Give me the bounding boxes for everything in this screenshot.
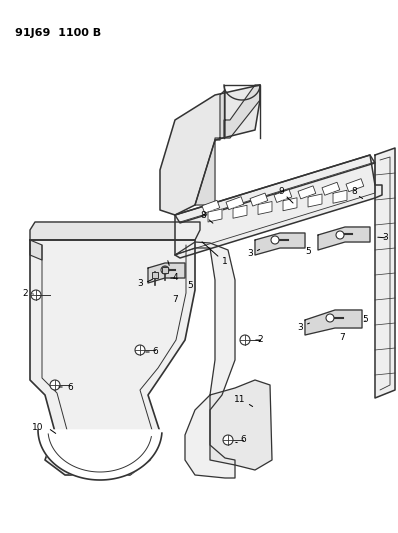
Text: 6: 6 xyxy=(67,383,73,392)
Text: 5: 5 xyxy=(362,316,368,325)
Circle shape xyxy=(326,314,334,322)
Text: 5: 5 xyxy=(187,280,193,289)
Polygon shape xyxy=(210,380,272,470)
Text: 3: 3 xyxy=(137,279,143,287)
Polygon shape xyxy=(38,430,162,480)
Bar xyxy=(322,182,340,195)
Polygon shape xyxy=(305,310,362,335)
Text: 3: 3 xyxy=(297,324,303,333)
Polygon shape xyxy=(195,85,260,205)
Polygon shape xyxy=(30,240,42,260)
Polygon shape xyxy=(308,194,322,207)
Circle shape xyxy=(223,435,233,445)
Circle shape xyxy=(31,290,41,300)
Circle shape xyxy=(240,335,250,345)
Text: 7: 7 xyxy=(172,295,178,304)
Text: 8: 8 xyxy=(351,188,357,197)
Circle shape xyxy=(161,266,169,274)
Text: 3: 3 xyxy=(382,233,388,243)
Bar xyxy=(346,179,364,192)
Text: 9: 9 xyxy=(278,188,284,197)
Polygon shape xyxy=(30,222,200,240)
Bar xyxy=(202,200,220,213)
Polygon shape xyxy=(208,209,222,222)
Bar xyxy=(226,197,244,209)
Polygon shape xyxy=(258,201,272,214)
Polygon shape xyxy=(333,190,347,203)
Text: 5: 5 xyxy=(305,247,311,256)
Text: 11: 11 xyxy=(234,395,246,405)
Circle shape xyxy=(336,231,344,239)
Text: 91J69  1100 B: 91J69 1100 B xyxy=(15,28,101,38)
Text: 1: 1 xyxy=(222,257,228,266)
Polygon shape xyxy=(255,233,305,255)
Bar xyxy=(250,193,268,206)
Text: 8: 8 xyxy=(200,211,206,220)
Text: 4: 4 xyxy=(172,272,178,281)
Text: 2: 2 xyxy=(257,335,263,344)
Text: 3: 3 xyxy=(247,248,253,257)
Polygon shape xyxy=(175,242,235,478)
Circle shape xyxy=(135,345,145,355)
Polygon shape xyxy=(283,198,297,211)
Bar xyxy=(152,272,158,278)
Polygon shape xyxy=(175,155,375,223)
Text: 2: 2 xyxy=(22,288,28,297)
Circle shape xyxy=(271,236,279,244)
Text: 10: 10 xyxy=(32,424,44,432)
Polygon shape xyxy=(175,155,382,258)
Text: 7: 7 xyxy=(339,334,345,343)
Text: 6: 6 xyxy=(152,348,158,357)
Polygon shape xyxy=(30,240,195,475)
Bar xyxy=(298,186,316,199)
Polygon shape xyxy=(148,263,185,283)
Polygon shape xyxy=(318,227,370,250)
Polygon shape xyxy=(233,205,247,218)
Polygon shape xyxy=(375,148,395,398)
Circle shape xyxy=(50,380,60,390)
Polygon shape xyxy=(160,85,260,215)
Bar xyxy=(274,189,292,203)
Bar xyxy=(162,267,168,273)
Text: 6: 6 xyxy=(240,435,246,445)
